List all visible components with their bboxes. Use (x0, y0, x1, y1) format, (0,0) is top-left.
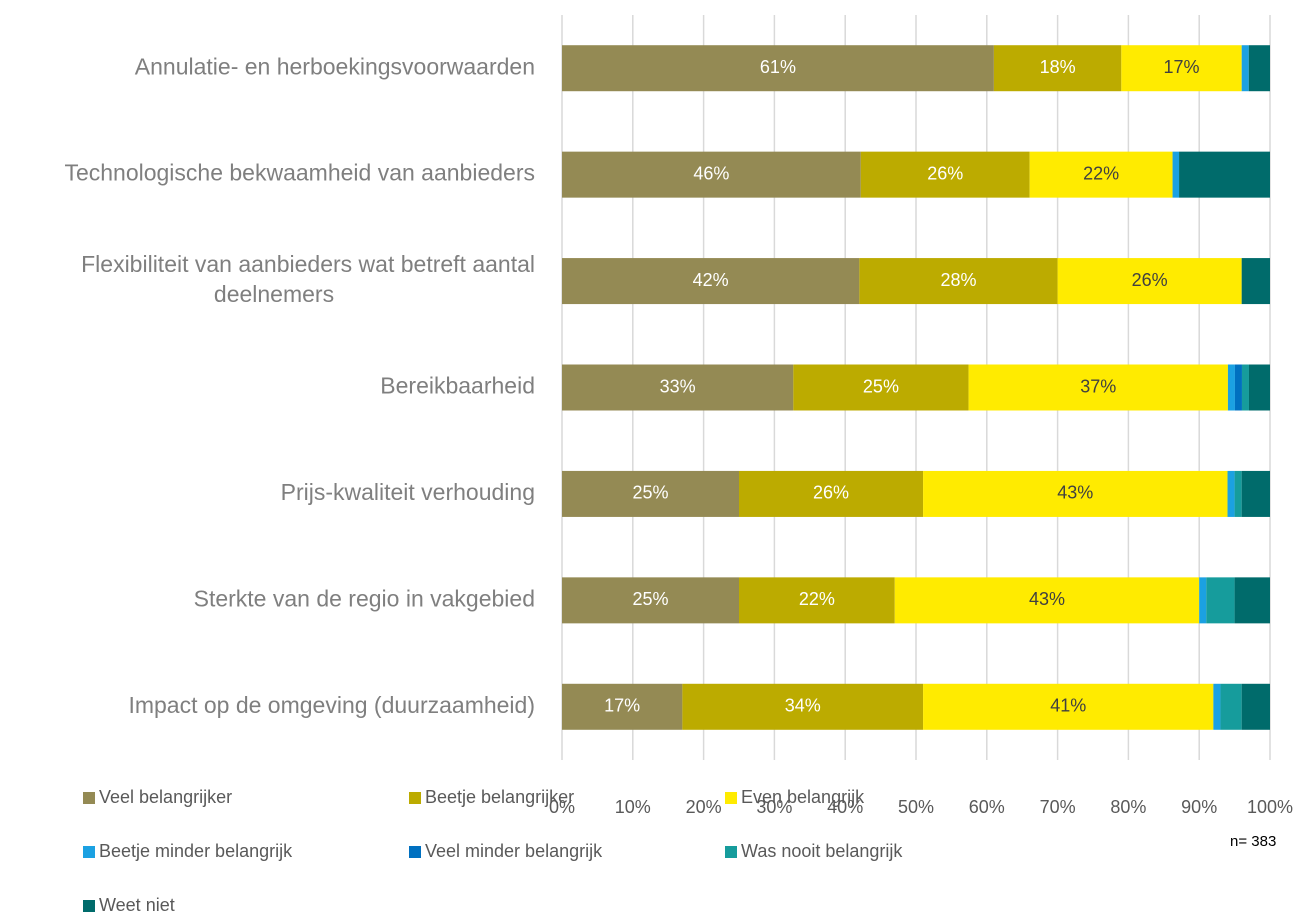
legend-swatch (725, 792, 737, 804)
bar-segment (859, 258, 1058, 305)
bar-segment (562, 45, 994, 92)
bar-segment (1241, 470, 1270, 517)
bar-segment (1057, 258, 1242, 305)
value-label: 26% (927, 163, 963, 183)
value-label: 37% (1080, 376, 1116, 396)
value-label: 26% (1132, 270, 1168, 290)
category-label: Impact op de omgeving (duurzaamheid) (128, 692, 535, 718)
bar-segment (1248, 45, 1270, 92)
bar-segment (1241, 364, 1249, 411)
bar-segment (793, 364, 969, 411)
category-label: Bereikbaarheid (380, 373, 535, 399)
sample-size: n= 383 (1230, 833, 1276, 850)
value-label: 41% (1050, 696, 1086, 716)
value-label: 46% (693, 163, 729, 183)
legend-swatch (83, 792, 95, 804)
x-tick-label: 50% (898, 797, 934, 817)
legend-swatch (725, 846, 737, 858)
bar-segment (1199, 577, 1207, 624)
bar-segment (1121, 45, 1242, 92)
value-label: 25% (632, 483, 668, 503)
bar-segment (1172, 151, 1180, 198)
bar-segment (682, 683, 924, 730)
bar-segment (562, 470, 739, 517)
legend-label: Beetje minder belangrijk (99, 841, 293, 861)
bar-segment (1213, 683, 1221, 730)
value-label: 22% (799, 589, 835, 609)
bar-segment (968, 364, 1228, 411)
x-tick-label: 0% (549, 797, 575, 817)
category-label: Sterkte van de regio in vakgebied (194, 585, 535, 611)
legend-label: Beetje belangrijker (425, 787, 574, 807)
x-tick-label: 60% (969, 797, 1005, 817)
bar-segment (1206, 577, 1235, 624)
value-label: 43% (1029, 589, 1065, 609)
bar-segment (562, 577, 739, 624)
x-tick-label: 30% (756, 797, 792, 817)
category-label: Annulatie- en herboekingsvoorwaarden (135, 53, 535, 79)
value-label: 22% (1083, 163, 1119, 183)
bar-segment (1248, 364, 1270, 411)
value-label: 42% (693, 270, 729, 290)
legend-label: Even belangrijk (741, 787, 865, 807)
value-label: 61% (760, 57, 796, 77)
bar-segment (1234, 577, 1270, 624)
x-tick-label: 10% (615, 797, 651, 817)
value-label: 34% (785, 696, 821, 716)
x-tick-label: 40% (827, 797, 863, 817)
value-label: 28% (940, 270, 976, 290)
bar-segment (894, 577, 1200, 624)
x-tick-label: 90% (1181, 797, 1217, 817)
bar-segment (1179, 151, 1270, 198)
bar-segment (860, 151, 1030, 198)
bar-segment (562, 364, 794, 411)
x-tick-label: 100% (1247, 797, 1293, 817)
legend-label: Weet niet (99, 895, 175, 915)
bar-segment (739, 470, 924, 517)
value-label: 43% (1057, 483, 1093, 503)
bar-segment (562, 258, 860, 305)
legend-label: Was nooit belangrijk (741, 841, 903, 861)
bar-segment (923, 683, 1214, 730)
value-label: 17% (1163, 57, 1199, 77)
legend-swatch (409, 792, 421, 804)
bar-segment (993, 45, 1122, 92)
legend-label: Veel minder belangrijk (425, 841, 603, 861)
bar-segment (1241, 258, 1270, 305)
bar-segment (1220, 683, 1242, 730)
bar-segment (1241, 45, 1249, 92)
x-tick-label: 70% (1040, 797, 1076, 817)
value-label: 33% (660, 376, 696, 396)
bar-segment (1227, 364, 1235, 411)
bar-segment (1234, 470, 1242, 517)
bar-segment (923, 470, 1228, 517)
x-tick-label: 80% (1110, 797, 1146, 817)
legend-swatch (409, 846, 421, 858)
x-tick-label: 20% (686, 797, 722, 817)
category-label: Technologische bekwaamheid van aanbieder… (64, 160, 535, 186)
bar-segment (1234, 364, 1242, 411)
bar-segment (562, 683, 683, 730)
value-label: 17% (604, 696, 640, 716)
bar-segment (1227, 470, 1235, 517)
legend-swatch (83, 900, 95, 912)
bar-segment (562, 151, 861, 198)
value-label: 18% (1040, 57, 1076, 77)
bar-segment (1029, 151, 1173, 198)
category-label: Prijs-kwaliteit verhouding (281, 479, 535, 505)
bar-segment (739, 577, 895, 624)
bar-segment (1241, 683, 1270, 730)
value-label: 26% (813, 483, 849, 503)
legend-label: Veel belangrijker (99, 787, 232, 807)
category-label: Flexibiliteit van aanbieders wat betreft… (81, 251, 535, 307)
value-label: 25% (632, 589, 668, 609)
value-label: 25% (863, 376, 899, 396)
legend-swatch (83, 846, 95, 858)
